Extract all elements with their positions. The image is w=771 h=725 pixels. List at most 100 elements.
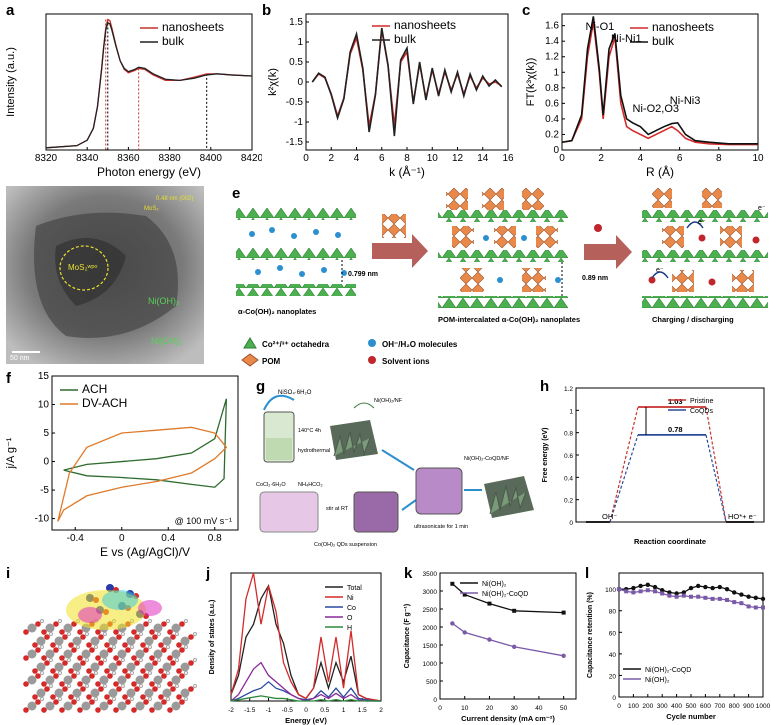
atom-o xyxy=(77,629,83,635)
series-line xyxy=(311,27,503,137)
step-label: OH⁻ xyxy=(602,512,617,521)
atom-o xyxy=(23,655,29,661)
legend-label: ACH xyxy=(82,382,107,396)
atom-o xyxy=(104,642,110,648)
atom-ni xyxy=(27,675,37,685)
legend-ion-label: Solvent ions xyxy=(382,357,430,366)
atom-o xyxy=(44,686,50,692)
energy-value-label: 0.78 xyxy=(668,425,683,434)
atom-h xyxy=(102,683,108,689)
y-tick-label: -0.5 xyxy=(286,97,304,108)
atom-o xyxy=(50,668,56,674)
atom-ni xyxy=(144,636,154,646)
series-line xyxy=(230,583,382,702)
y-tick-label: 60 xyxy=(609,630,617,637)
atom-ni xyxy=(36,636,46,646)
synthesis-schematic: NiSO₄·6H₂O 140°C 4h hydrothermal Ni(OH)₂… xyxy=(256,390,534,548)
atom-ni xyxy=(153,623,163,633)
data-point xyxy=(660,588,665,593)
atom-ni xyxy=(153,675,163,685)
atom-o xyxy=(59,655,65,661)
atom-o xyxy=(158,642,164,648)
x-axis-label: E vs (Ag/AgCl)/V xyxy=(100,545,190,559)
panel-label-b: b xyxy=(262,2,272,19)
step-connector xyxy=(705,406,727,523)
y-tick-label: 0.4 xyxy=(545,114,559,125)
data-point xyxy=(631,590,636,595)
arrow-2 xyxy=(584,235,632,269)
atom-o xyxy=(158,694,164,700)
data-point xyxy=(746,594,751,599)
atom-ni xyxy=(171,675,181,685)
atom-o xyxy=(95,629,101,635)
atom-o xyxy=(89,673,95,679)
atom-ni xyxy=(27,649,37,659)
cv-chart: -0.4 0 0.4 0.8 -10 -5 0 5 10 15 E vs (Ag/AgCl)/V j/… xyxy=(5,371,239,559)
atom-o xyxy=(131,629,137,635)
atom-o xyxy=(86,668,92,674)
gap-label-2: 0.89 nm xyxy=(582,275,608,282)
panel-label-h: h xyxy=(540,378,550,395)
legend-octa-icon xyxy=(243,337,257,349)
tem-image: MoS₂ʷᵖᵒ Ni(OH)₂ Ni(OH)₂ 0.48 nm (002) Mo… xyxy=(6,186,204,364)
atom-ni xyxy=(162,688,172,698)
x-tick-label: 8340 xyxy=(76,153,99,164)
data-point xyxy=(688,585,694,591)
data-point xyxy=(561,653,566,658)
atom-ni xyxy=(63,649,73,659)
atom-o xyxy=(32,668,38,674)
atom-h xyxy=(84,631,90,637)
atom-o xyxy=(86,642,92,648)
y-axis-label: Capacitance (F g⁻¹) xyxy=(404,604,411,668)
atom-o xyxy=(104,668,110,674)
data-point xyxy=(638,583,643,589)
atom-h xyxy=(66,657,72,663)
atom-ni xyxy=(180,662,190,672)
atom-h xyxy=(156,631,162,637)
panel-label-k: k xyxy=(404,565,413,582)
ultrasonic-label: ultrasonicate for 1 min xyxy=(414,524,468,530)
legend-label: Co xyxy=(347,605,356,612)
atom-o xyxy=(161,647,167,653)
y-tick-label: 100 xyxy=(605,587,616,594)
atom-o xyxy=(134,634,140,640)
atom-o xyxy=(179,647,185,653)
x-axis-label: Cycle number xyxy=(666,712,716,721)
x-tick-label: 100 xyxy=(628,703,639,710)
atom-h xyxy=(183,696,189,702)
atom-ni xyxy=(126,662,136,672)
x-tick-label: 0 xyxy=(617,703,621,710)
y-axis-label: Intensity (a.u.) xyxy=(5,47,17,117)
x-tick-label: 0 xyxy=(559,153,565,164)
data-point xyxy=(696,594,701,599)
ultrasonic-bath-icon xyxy=(415,467,463,515)
atom-o xyxy=(53,673,59,679)
step-connector xyxy=(705,434,727,523)
panel-label-j: j xyxy=(206,565,211,582)
data-point xyxy=(739,601,744,606)
atom-ni xyxy=(63,623,73,633)
atom-h xyxy=(156,657,162,663)
y-tick-label: 1000 xyxy=(423,661,438,668)
atom-ni xyxy=(45,675,55,685)
atom-h xyxy=(39,670,45,676)
series-line xyxy=(561,16,758,145)
product-1: Ni(OH)₂/NF xyxy=(374,398,403,404)
x-tick-label: -0.4 xyxy=(67,533,85,544)
atom-o xyxy=(125,673,131,679)
peak-annotation: Ni-O1 xyxy=(586,21,615,33)
data-point xyxy=(746,604,751,609)
atom-ni xyxy=(45,623,55,633)
atom-o xyxy=(158,668,164,674)
atom-h xyxy=(147,696,153,702)
atom-h xyxy=(66,683,72,689)
x-tick-label: 0 xyxy=(438,705,442,712)
electron-label-1: e⁻ xyxy=(698,219,706,226)
y-axis-label: Capacitance retention (%) xyxy=(587,592,594,678)
scale-bar-label: 50 nm xyxy=(10,355,30,362)
y-tick-label: 3000 xyxy=(423,589,438,596)
y-tick-label: 0.6 xyxy=(564,453,573,460)
atom-o xyxy=(116,686,122,692)
x-axis-label: Energy (eV) xyxy=(285,716,327,725)
y-tick-label: 40 xyxy=(609,652,617,659)
